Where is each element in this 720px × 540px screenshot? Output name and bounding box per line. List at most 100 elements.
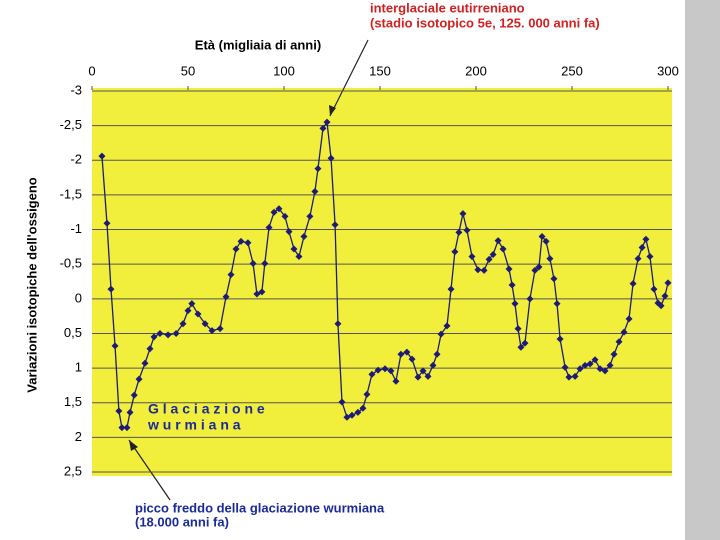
- data-point: [338, 398, 346, 406]
- data-point: [164, 331, 172, 339]
- data-point: [135, 375, 143, 383]
- data-point: [103, 219, 111, 227]
- data-point: [397, 350, 405, 358]
- data-point: [141, 359, 149, 367]
- y-tick-label: -1: [70, 221, 82, 236]
- data-point: [244, 239, 252, 247]
- annotation: interglaciale eutirreniano: [370, 0, 525, 15]
- annotation: G l a c i a z i o n e: [148, 401, 265, 417]
- data-point: [281, 212, 289, 220]
- y-tick-label: 2: [75, 429, 82, 444]
- data-point: [531, 266, 539, 274]
- plot-area: [92, 88, 672, 476]
- data-point: [359, 404, 367, 412]
- data-point: [334, 320, 342, 328]
- data-point: [596, 365, 604, 373]
- data-point: [615, 338, 623, 346]
- data-point: [556, 335, 564, 343]
- data-point: [392, 377, 400, 385]
- data-point: [514, 325, 522, 333]
- data-point: [433, 350, 441, 358]
- data-point: [118, 424, 126, 432]
- data-point: [646, 253, 654, 261]
- data-point: [499, 245, 507, 253]
- data-point: [275, 205, 283, 213]
- arrow-head: [329, 105, 336, 116]
- data-point: [387, 367, 395, 375]
- y-tick-label: -0,5: [60, 256, 82, 271]
- y-axis-title: Variazioni isotopiche dell'ossigeno: [24, 177, 39, 393]
- data-point: [447, 285, 455, 293]
- data-point: [661, 292, 669, 300]
- data-point: [625, 315, 633, 323]
- data-point: [517, 343, 525, 351]
- y-tick-label: -3: [70, 82, 82, 97]
- data-point: [610, 350, 618, 358]
- data-point: [638, 244, 646, 252]
- data-point: [374, 366, 382, 374]
- data-point: [468, 253, 476, 261]
- data-point: [553, 300, 561, 308]
- data-point: [419, 367, 427, 375]
- data-point: [550, 275, 558, 283]
- data-point: [306, 212, 314, 220]
- x-tick-label: 200: [465, 63, 487, 78]
- data-point: [408, 355, 416, 363]
- data-point: [657, 302, 665, 310]
- arrow-head: [129, 440, 138, 451]
- y-tick-label: 0,5: [64, 325, 82, 340]
- data-point: [606, 361, 614, 369]
- data-point: [319, 124, 327, 132]
- data-point: [620, 328, 628, 336]
- data-point: [300, 232, 308, 240]
- data-point: [249, 259, 257, 267]
- data-point: [642, 235, 650, 243]
- y-tick-label: 1: [75, 360, 82, 375]
- data-point: [331, 221, 339, 229]
- data-point: [485, 255, 493, 263]
- data-point: [535, 263, 543, 271]
- y-tick-label: -2: [70, 152, 82, 167]
- data-point: [489, 250, 497, 258]
- data-point: [107, 285, 115, 293]
- data-point: [327, 154, 335, 162]
- data-point: [511, 300, 519, 308]
- data-point: [546, 255, 554, 263]
- data-point: [258, 288, 266, 296]
- data-point: [208, 327, 216, 335]
- data-point: [437, 330, 445, 338]
- data-point: [323, 118, 331, 126]
- data-point: [521, 339, 529, 347]
- data-point: [459, 210, 467, 218]
- data-point: [179, 320, 187, 328]
- y-tick-label: 2,5: [64, 463, 82, 478]
- data-point: [424, 372, 432, 380]
- data-point: [265, 223, 273, 231]
- data-point: [295, 253, 303, 261]
- y-tick-label: -1,5: [60, 186, 82, 201]
- data-point: [565, 373, 573, 381]
- data-point: [227, 271, 235, 279]
- data-point: [629, 280, 637, 288]
- y-tick-label: -2,5: [60, 117, 82, 132]
- data-point: [156, 329, 164, 337]
- data-point: [429, 361, 437, 369]
- data-point: [463, 226, 471, 234]
- data-point: [188, 300, 196, 308]
- y-tick-label: 1,5: [64, 394, 82, 409]
- data-point: [311, 187, 319, 195]
- data-point: [222, 293, 230, 301]
- data-point: [414, 373, 422, 381]
- data-point: [290, 245, 298, 253]
- data-point: [146, 345, 154, 353]
- data-point: [368, 370, 376, 378]
- data-point: [591, 356, 599, 364]
- data-point: [538, 232, 546, 240]
- data-point: [194, 310, 202, 318]
- data-point: [455, 228, 463, 236]
- data-point: [451, 248, 459, 256]
- y-tick-label: 0: [75, 290, 82, 305]
- annotation: w u r m i a n a: [147, 417, 241, 433]
- data-point: [150, 333, 158, 341]
